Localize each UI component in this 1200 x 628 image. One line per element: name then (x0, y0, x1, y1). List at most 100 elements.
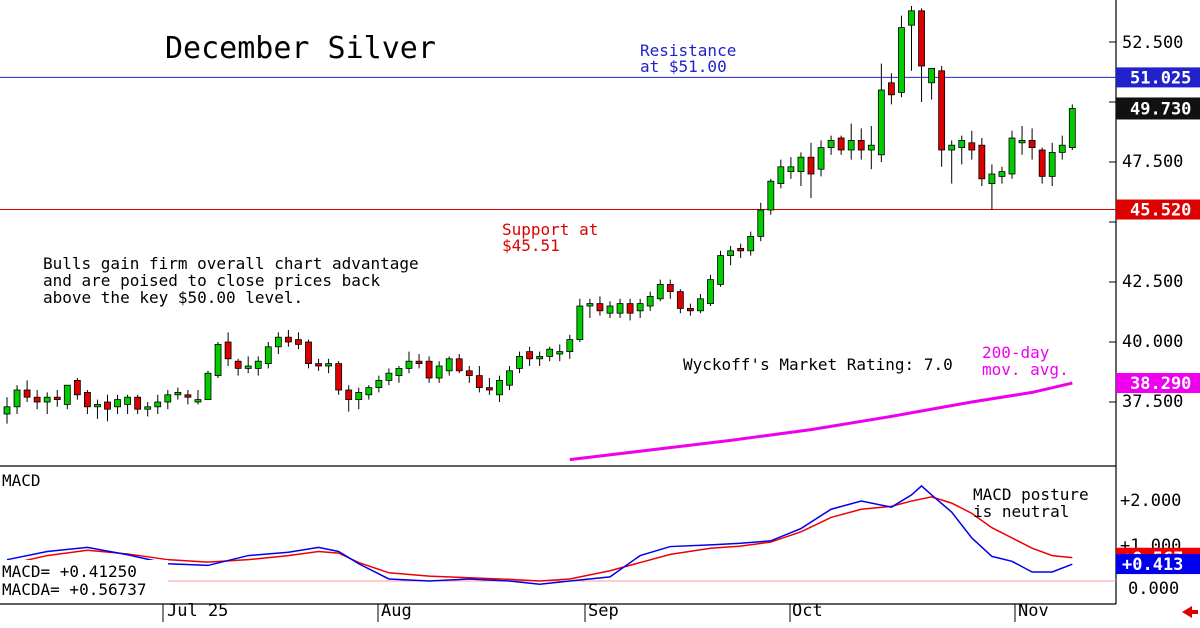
candle-body (485, 387, 493, 391)
candle-body (646, 295, 654, 307)
candle-body (355, 391, 363, 400)
macd-line (6, 484, 1073, 586)
commentary-line: Bulls gain firm overall chart advantage (43, 254, 419, 273)
candle-body (717, 255, 724, 285)
candle-body (536, 355, 544, 360)
time-axis: Jul 25 Aug Sep Oct Nov (167, 601, 1049, 621)
candle-body (84, 391, 91, 408)
candle-body (566, 339, 574, 353)
candle-body (315, 363, 322, 367)
candle-body (3, 406, 11, 415)
commentary-line: above the key $50.00 level. (43, 288, 303, 307)
candle-body (345, 389, 353, 400)
support-annotation: Support at (502, 220, 598, 239)
candle-body (1008, 137, 1016, 175)
candlestick-series (3, 6, 1076, 424)
candle-body (877, 89, 885, 156)
support-tag-text: 45.520 (1130, 201, 1191, 221)
candle-body (154, 401, 162, 408)
candle-body (636, 303, 644, 312)
commentary-line: and are poised to close prices back (43, 271, 381, 290)
price-tick-label: 40.000 (1122, 332, 1183, 352)
candle-body (1038, 149, 1046, 177)
price-tick-label: 42.500 (1122, 272, 1183, 292)
candle-body (94, 403, 101, 408)
candle-body (586, 303, 594, 307)
candle-body (415, 360, 423, 365)
candle-body (33, 396, 41, 403)
price-tick-label: 52.500 (1122, 33, 1183, 53)
time-axis-label: Sep (588, 601, 619, 621)
candle-body (998, 171, 1006, 177)
ma-tag-text: 38.290 (1130, 374, 1191, 394)
candle-body (978, 144, 986, 180)
time-tick-marks (162, 604, 1016, 622)
candle-body (888, 82, 895, 96)
candle-body (104, 401, 111, 410)
time-axis-label: Jul 25 (167, 601, 228, 621)
candle-body (264, 346, 272, 364)
candle-body (958, 139, 966, 148)
scroll-left-arrow-icon[interactable] (1182, 606, 1198, 618)
candle-body (295, 339, 302, 345)
candle-body (465, 370, 473, 376)
macd-readout: MACD= +0.41250 (2, 562, 137, 581)
candle-body (697, 298, 704, 312)
candle-body (908, 10, 915, 26)
candle-body (164, 394, 172, 403)
resistance-annotation-value: at $51.00 (640, 57, 727, 76)
candle-body (626, 303, 634, 314)
candle-body (23, 389, 31, 398)
commentary: Bulls gain firm overall chart advantage … (43, 254, 419, 307)
candle-body (63, 384, 71, 405)
candle-body (435, 365, 443, 379)
price-axis: 52.500 47.500 42.500 40.000 37.500 (1122, 33, 1183, 412)
candle-body (606, 305, 614, 314)
candle-body (395, 367, 403, 376)
candle-body (204, 372, 212, 401)
candle-body (737, 247, 745, 252)
candle-body (496, 379, 503, 396)
price-tags: 51.025 49.730 45.520 38.290 (1116, 67, 1200, 394)
candle-body (506, 370, 513, 386)
candle-body (727, 250, 734, 257)
candle-body (556, 351, 564, 355)
candle-body (516, 355, 523, 369)
macd-annotation: MACD posture (973, 485, 1089, 504)
candle-body (938, 70, 946, 151)
candle-body (134, 396, 142, 410)
candle-body (224, 341, 232, 360)
support-annotation-value: $45.51 (502, 236, 560, 255)
candle-body (546, 348, 554, 357)
candle-body (797, 156, 805, 172)
macd-tag-text: +0.413 (1122, 555, 1183, 575)
macd-panel-title: MACD (2, 471, 41, 490)
ma-tag (1116, 373, 1200, 394)
support-tag (1116, 199, 1200, 220)
time-axis-label: Oct (792, 601, 823, 621)
candle-body (596, 303, 604, 312)
resistance-annotation: Resistance (640, 41, 736, 60)
macda-readout: MACDA= +0.56737 (2, 580, 147, 599)
candle-body (666, 283, 674, 292)
candle-body (807, 156, 815, 175)
market-rating: Wyckoff's Market Rating: 7.0 (683, 355, 953, 374)
candle-body (918, 10, 925, 67)
candle-body (827, 139, 835, 148)
candle-body (767, 180, 775, 211)
candle-body (867, 144, 875, 151)
candle-body (787, 166, 795, 173)
candle-body (13, 389, 21, 408)
candle-body (1048, 151, 1056, 177)
candle-body (194, 399, 202, 403)
ma-annotation: 200-day (982, 343, 1050, 362)
macd-readout-box (0, 560, 168, 600)
candle-body (948, 144, 956, 151)
macd-tags: +0.567 +0.413 (1116, 547, 1200, 575)
candle-body (43, 396, 51, 403)
macd-tick-label: 0.000 (1128, 579, 1179, 599)
candle-body (53, 396, 61, 401)
candle-body (174, 391, 182, 396)
last-price-tag (1116, 97, 1200, 120)
